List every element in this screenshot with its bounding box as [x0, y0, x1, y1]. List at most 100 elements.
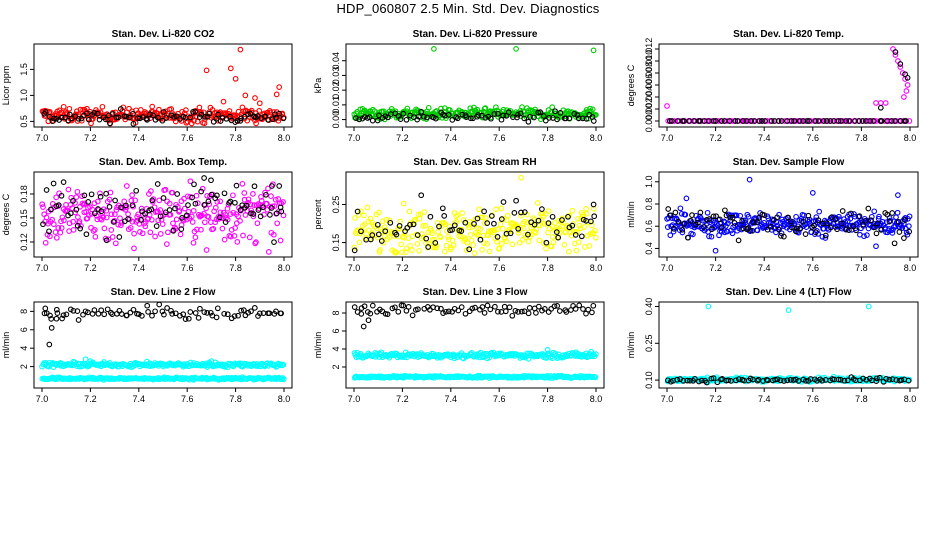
data-point-primary [538, 216, 545, 223]
data-point-black [844, 377, 851, 384]
data-point-primary [232, 225, 238, 231]
data-point-primary [819, 233, 826, 240]
x-tick-label: 7.0 [348, 263, 361, 273]
data-point-black [144, 117, 150, 123]
data-point-primary [565, 248, 572, 255]
data-point-black [585, 306, 592, 313]
data-point-primary [57, 229, 64, 236]
data-point-black [54, 310, 61, 316]
data-point-black [778, 233, 784, 239]
data-point-primary [248, 107, 255, 114]
x-tick-label: 7.0 [36, 263, 49, 273]
data-point-primary [148, 188, 154, 194]
data-point-primary [575, 239, 582, 245]
data-point-primary [583, 210, 590, 217]
data-point-black [86, 116, 92, 123]
data-point-black [382, 113, 389, 120]
data-point-primary [53, 234, 60, 241]
data-point-outlier [203, 67, 210, 74]
data-point-black [491, 111, 498, 117]
data-point-primary [152, 233, 158, 240]
data-point-primary [482, 215, 489, 221]
data-point-black [445, 112, 452, 118]
x-tick-label: 7.2 [396, 263, 409, 273]
data-point-black [734, 118, 741, 124]
x-tick-label: 8.0 [904, 263, 917, 273]
data-point-black [802, 231, 809, 237]
data-point-primary [592, 227, 598, 234]
page-title: HDP_060807 2.5 Min. Std. Dev. Diagnostic… [336, 1, 600, 16]
data-point-black [245, 309, 252, 316]
data-point-black [681, 118, 687, 124]
data-point-black [108, 309, 114, 316]
y-tick-label: 0.25 [644, 335, 654, 353]
data-point-primary [383, 217, 390, 223]
data-point-primary [65, 186, 72, 193]
data-point-primary [66, 105, 73, 112]
data-point-black [116, 234, 123, 240]
x-tick-label: 7.6 [181, 133, 194, 143]
data-point-primary [118, 219, 125, 226]
chart-title: Stan. Dev. Sample Flow [733, 157, 845, 168]
data-point-primary [471, 250, 478, 256]
data-point-primary [235, 108, 242, 115]
data-point-primary [365, 227, 372, 234]
data-point-black [462, 219, 469, 226]
data-point-black [139, 313, 145, 319]
data-point-primary [70, 227, 77, 233]
data-point-black [263, 191, 269, 198]
data-point-cyan-upper [486, 354, 493, 361]
x-tick-label: 7.0 [36, 394, 49, 404]
data-point-primary [520, 225, 527, 232]
data-point-primary [822, 235, 829, 241]
data-point-primary [521, 218, 528, 225]
data-point-primary [470, 242, 477, 248]
data-point-black [706, 216, 713, 222]
data-point-black [521, 209, 528, 215]
data-point-outlier [256, 100, 263, 107]
data-point-black [541, 306, 548, 312]
x-tick-label: 8.0 [904, 133, 917, 143]
data-point-outlier [882, 100, 889, 106]
data-point-black [441, 213, 448, 219]
data-point-primary [253, 239, 259, 245]
data-point-black [237, 118, 244, 124]
y-axis-label: kPa [313, 78, 323, 94]
data-point-black [848, 210, 854, 217]
data-point-black [697, 209, 704, 216]
x-tick-label: 7.2 [396, 394, 409, 404]
data-point-black [718, 118, 725, 124]
data-point-primary [397, 218, 404, 225]
data-point-primary [420, 223, 426, 229]
data-point-primary [227, 211, 234, 217]
data-point-primary [183, 119, 190, 126]
data-point-black [268, 205, 275, 211]
data-point-primary [245, 196, 252, 203]
data-point-primary [704, 220, 710, 227]
data-point-primary [176, 207, 183, 214]
data-point-black [204, 310, 211, 316]
chart-title: Stan. Dev. Line 2 Flow [111, 287, 216, 298]
data-point-primary [416, 248, 422, 254]
data-point-black [572, 232, 579, 238]
data-point-outlier [201, 175, 207, 181]
data-point-primary [177, 231, 184, 238]
data-point-black [449, 308, 455, 315]
data-point-black [805, 212, 812, 219]
data-point-black [484, 220, 491, 226]
data-point-outlier [705, 303, 712, 310]
data-point-black [374, 221, 381, 228]
data-point-black [400, 110, 407, 117]
data-point-black [531, 114, 537, 121]
data-point-black [891, 240, 898, 247]
x-tick-label: 8.0 [590, 263, 603, 273]
data-point-primary [42, 239, 49, 246]
data-point-black [873, 230, 880, 237]
data-point-black [201, 309, 208, 315]
data-point-primary [129, 192, 135, 198]
data-point-black [449, 227, 455, 233]
data-point-black [114, 310, 120, 317]
data-point-black [895, 218, 902, 225]
chart-title: Stan. Dev. Line 4 (LT) Flow [726, 287, 852, 298]
data-point-primary [201, 219, 208, 226]
